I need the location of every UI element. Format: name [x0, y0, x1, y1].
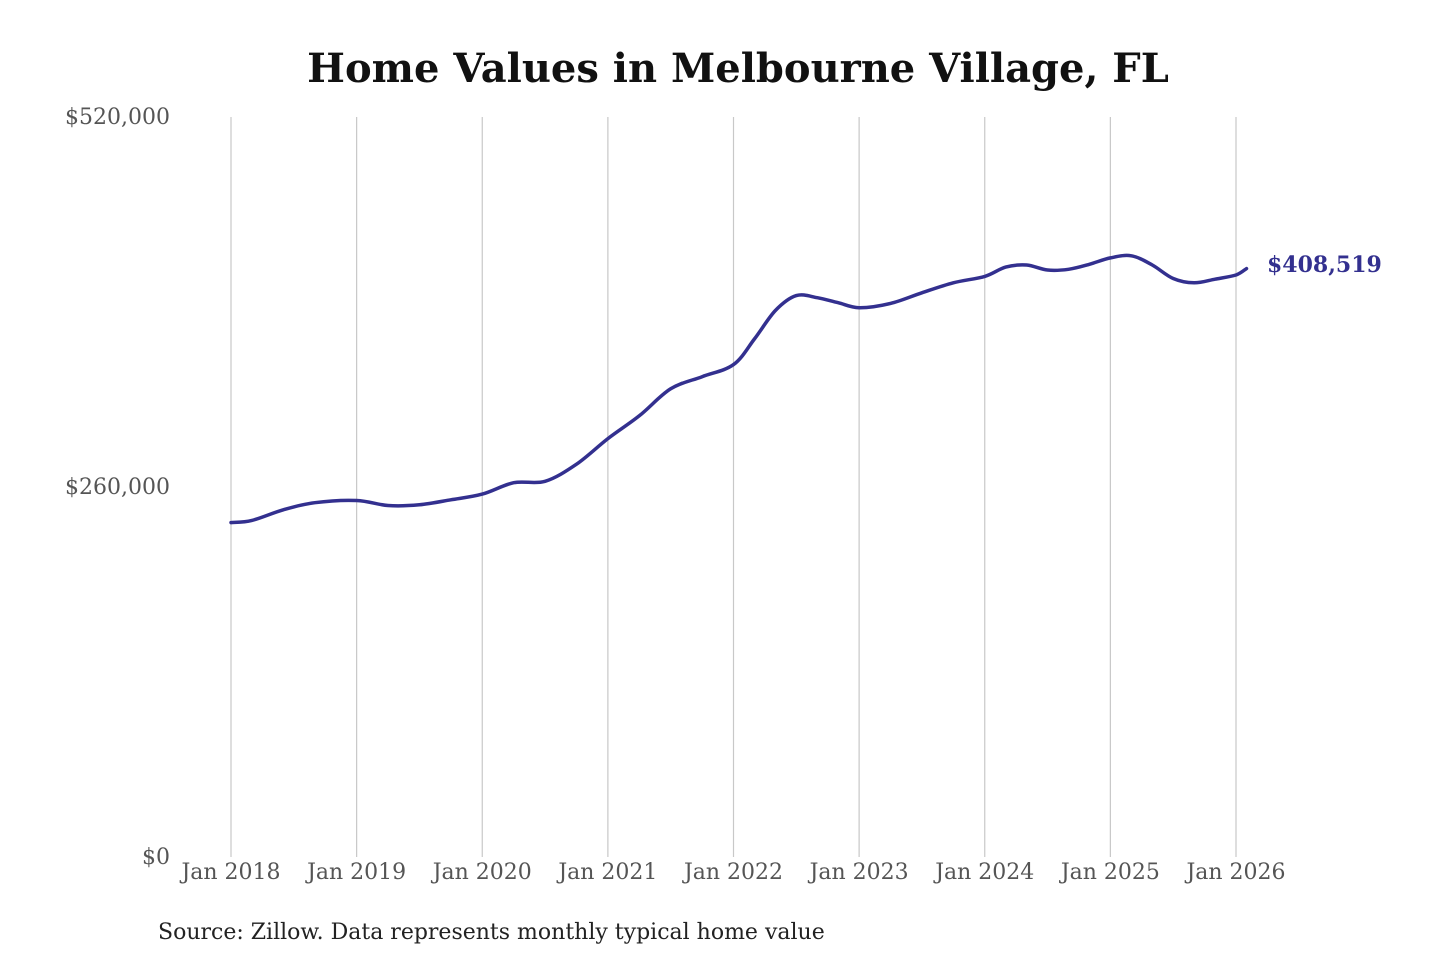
y-tick-label: $0: [142, 845, 170, 870]
x-axis-tick-labels: Jan 2018 Jan 2019 Jan 2020 Jan 2021 Jan 2022…: [179, 860, 1285, 885]
x-tick-label: Jan 2021: [556, 860, 657, 885]
home-value-line: [229, 253, 1249, 525]
y-tick-label: $260,000: [65, 475, 170, 500]
x-tick-label: Jan 2020: [431, 860, 532, 885]
x-tick-label: Jan 2023: [808, 860, 909, 885]
y-tick-label: $520,000: [65, 105, 170, 130]
x-tick-label: Jan 2025: [1059, 860, 1160, 885]
x-tick-label: Jan 2024: [933, 860, 1034, 885]
x-tick-label: Jan 2018: [179, 860, 280, 885]
x-tick-label: Jan 2019: [305, 860, 406, 885]
latest-value-label: $408,519: [1267, 252, 1382, 278]
gridlines: [230, 117, 1237, 857]
chart-title: Home Values in Melbourne Village, FL: [307, 45, 1169, 92]
x-tick-label: Jan 2026: [1184, 860, 1285, 885]
y-axis-tick-labels: $520,000 $260,000 $0: [65, 105, 170, 870]
source-note: Source: Zillow. Data represents monthly …: [158, 920, 825, 945]
x-tick-label: Jan 2022: [682, 860, 783, 885]
